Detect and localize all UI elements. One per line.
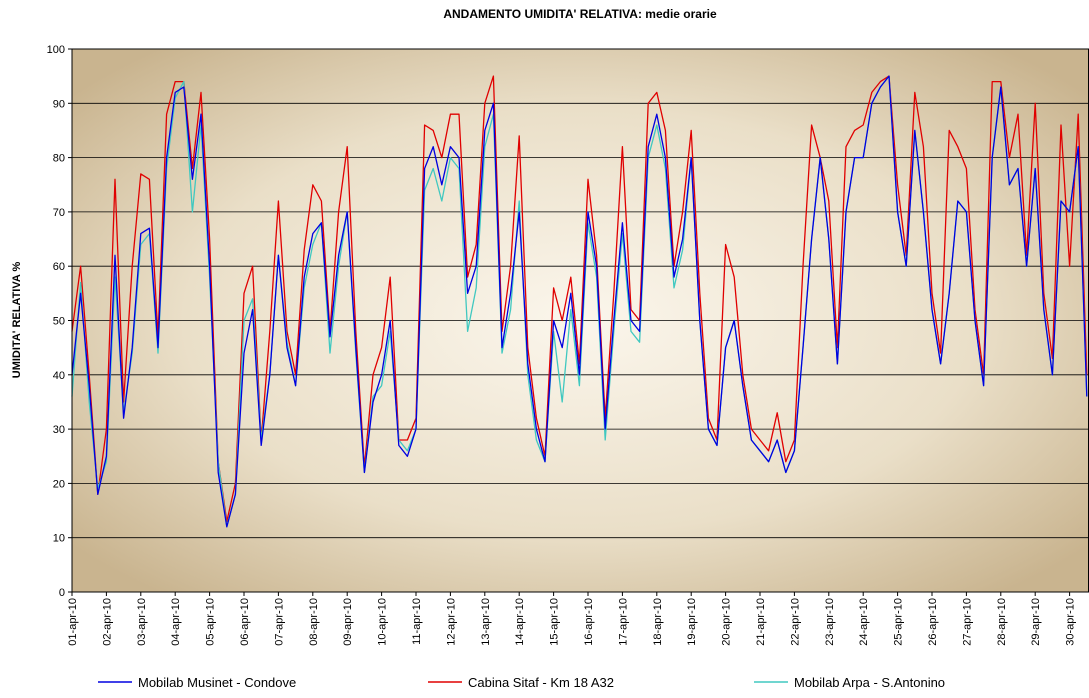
x-tick-label: 19-apr-10: [686, 598, 698, 646]
x-tick-label: 11-apr-10: [411, 598, 423, 645]
y-axis-label: UMIDITA' RELATIVA %: [11, 262, 23, 379]
y-tick-label: 40: [53, 370, 65, 382]
x-tick-label: 15-apr-10: [549, 598, 561, 646]
x-tick-label: 06-apr-10: [239, 598, 251, 646]
y-tick-label: 20: [53, 478, 65, 490]
x-tick-label: 28-apr-10: [996, 598, 1008, 646]
x-tick-label: 26-apr-10: [927, 598, 939, 646]
x-tick-label: 21-apr-10: [755, 598, 767, 646]
x-tick-label: 04-apr-10: [170, 598, 182, 646]
x-tick-label: 20-apr-10: [721, 598, 733, 646]
x-tick-label: 27-apr-10: [961, 598, 973, 646]
x-tick-label: 25-apr-10: [893, 598, 905, 646]
x-tick-label: 09-apr-10: [342, 598, 354, 646]
y-tick-label: 30: [53, 424, 65, 436]
lines: [71, 75, 1088, 528]
series-line: [71, 75, 1088, 528]
legend: Mobilab Musinet - Condove Cabina Sitaf - …: [98, 675, 945, 690]
x-tick-label: 05-apr-10: [205, 598, 217, 646]
x-tick-label: 13-apr-10: [480, 598, 492, 646]
legend-label: Mobilab Arpa - S.Antonino: [794, 675, 945, 690]
x-tick-label: 10-apr-10: [377, 598, 389, 646]
x-tick-label: 14-apr-10: [514, 598, 526, 646]
x-tick-label: 02-apr-10: [101, 598, 113, 646]
x-tick-label: 12-apr-10: [445, 598, 457, 646]
x-tick-label: 17-apr-10: [617, 598, 629, 646]
y-tick-label: 50: [53, 316, 65, 328]
legend-label: Mobilab Musinet - Condove: [138, 675, 296, 690]
y-tick-label: 0: [59, 587, 65, 599]
legend-label: Cabina Sitaf - Km 18 A32: [468, 675, 614, 690]
x-tick-label: 22-apr-10: [789, 598, 801, 646]
x-tick-label: 16-apr-10: [583, 598, 595, 646]
x-tick-label: 03-apr-10: [136, 598, 148, 646]
x-tick-label: 18-apr-10: [652, 598, 664, 646]
y-tick-label: 80: [53, 153, 65, 165]
x-tick-label: 23-apr-10: [824, 598, 836, 646]
y-tick-label: 60: [53, 261, 65, 273]
y-tick-label: 90: [53, 98, 65, 110]
x-tick-label: 24-apr-10: [858, 598, 870, 646]
x-tick-label: 29-apr-10: [1030, 598, 1042, 646]
x-tick-label: 30-apr-10: [1065, 598, 1077, 646]
y-tick-label: 10: [53, 533, 65, 545]
chart-title: ANDAMENTO UMIDITA' RELATIVA: medie orari…: [443, 7, 717, 21]
x-tick-label: 01-apr-10: [67, 598, 79, 646]
axes: 0 10 20 30 40 50 60 70 80 90 100 01-apr-10 02-apr-10…: [47, 44, 1089, 646]
y-tick-label: 100: [47, 44, 65, 56]
y-tick-label: 70: [53, 207, 65, 219]
x-tick-label: 07-apr-10: [273, 598, 285, 646]
x-tick-label: 08-apr-10: [308, 598, 320, 646]
